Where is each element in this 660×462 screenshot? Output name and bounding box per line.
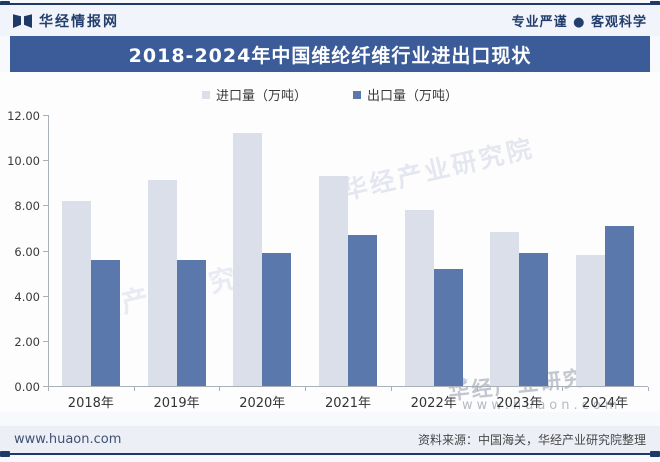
legend-item-import: 进口量（万吨） (201, 85, 307, 104)
y-axis-label: 12.00 (7, 109, 40, 123)
export-bar-2020年 (262, 253, 292, 386)
y-axis-tick (43, 386, 48, 387)
y-axis-label: 8.00 (14, 199, 40, 214)
y-axis-tick (43, 160, 48, 162)
import-bar-2024年 (576, 255, 606, 386)
import-bar-2018年 (61, 201, 91, 386)
export-bar-2021年 (348, 235, 378, 386)
x-axis-tick (562, 387, 564, 391)
bar-group-2022年 (391, 115, 477, 386)
x-axis-tick (648, 387, 649, 391)
export-bar-2024年 (605, 226, 635, 386)
brand: 华经情报网 (13, 11, 119, 31)
data-source-note: 资料来源：中国海关，华经产业研究院整理 (417, 433, 646, 447)
header-slogan: 专业严谨 ● 客观科学 (511, 15, 647, 30)
chart-title: 2018-2024年中国维纶纤维行业进出口现状 (128, 44, 532, 67)
bar-group-2018年 (48, 115, 134, 386)
y-axis-label: 0.00 (14, 380, 40, 394)
x-axis-label: 2021年 (324, 396, 372, 411)
header: 华经情报网 专业严谨 ● 客观科学 (0, 5, 660, 36)
y-axis-label: 10.00 (7, 154, 40, 169)
y-axis-tick (43, 250, 48, 252)
top-divider-cap-right (650, 1, 660, 7)
x-axis-label: 2018年 (67, 396, 114, 411)
x-axis-tick (476, 387, 478, 391)
import-bar-2020年 (233, 133, 263, 386)
footer-banner: www.huaon.com 资料来源：中国海关，华经产业研究院整理 (0, 426, 660, 453)
import-bar-2019年 (147, 180, 177, 386)
bar-group-2021年 (305, 115, 391, 386)
x-axis-tick (48, 387, 49, 391)
x-axis-tick (133, 387, 135, 391)
title-bar: 2018-2024年中国维纶纤维行业进出口现状 (10, 36, 650, 72)
y-axis-tick (43, 340, 48, 342)
y-axis-label: 2.00 (14, 334, 40, 349)
bar-group-2019年 (134, 115, 220, 386)
bottom-divider (0, 451, 660, 457)
y-axis-tick (43, 115, 48, 116)
import-bar-2023年 (490, 232, 520, 386)
export-bar-2022年 (433, 269, 463, 386)
legend-swatch-icon (353, 90, 361, 99)
y-axis-tick (43, 295, 48, 297)
x-axis-tick (305, 387, 307, 391)
bar-group-2024年 (562, 115, 648, 386)
brand-name: 华经情报网 (39, 13, 119, 30)
huajing-logo-icon (13, 13, 32, 28)
export-bar-2018年 (90, 260, 120, 386)
plot-area (48, 115, 648, 386)
y-axis-label: 6.00 (14, 244, 40, 259)
bottom-divider-cap-left (0, 451, 10, 457)
x-axis-label: 2022年 (410, 396, 457, 411)
x-axis-line (48, 386, 648, 387)
legend-item-export: 出口量（万吨） (353, 85, 458, 104)
x-axis-tick (390, 387, 392, 391)
x-axis-tick (219, 387, 221, 391)
export-bar-2023年 (519, 253, 549, 386)
legend-swatch-icon (201, 90, 210, 99)
bar-group-2023年 (477, 115, 563, 386)
x-axis-label: 2020年 (239, 396, 286, 411)
export-bar-2019年 (176, 260, 206, 386)
legend-label: 进口量（万吨） (215, 89, 307, 104)
bar-group-2020年 (219, 115, 305, 386)
y-axis-line (48, 115, 49, 387)
bar-chart: 华经产业研究院 华经产业研究院 华经产业研究院 www.huaon.com 进口… (0, 72, 660, 413)
top-divider-cap-left (0, 1, 10, 7)
import-bar-2022年 (404, 210, 434, 386)
x-axis-label: 2023年 (496, 396, 543, 411)
top-divider (0, 1, 660, 7)
legend-label: 出口量（万吨） (367, 89, 459, 104)
footer-site-url: www.huaon.com (14, 432, 122, 447)
y-axis-label: 4.00 (14, 289, 40, 304)
import-bar-2021年 (319, 176, 349, 386)
x-axis-label: 2019年 (153, 396, 200, 411)
x-axis-label: 2024年 (582, 396, 629, 411)
bottom-divider-cap-right (650, 451, 660, 457)
chart-legend: 进口量（万吨） 出口量（万吨） (0, 85, 660, 104)
y-axis-tick (43, 205, 48, 207)
